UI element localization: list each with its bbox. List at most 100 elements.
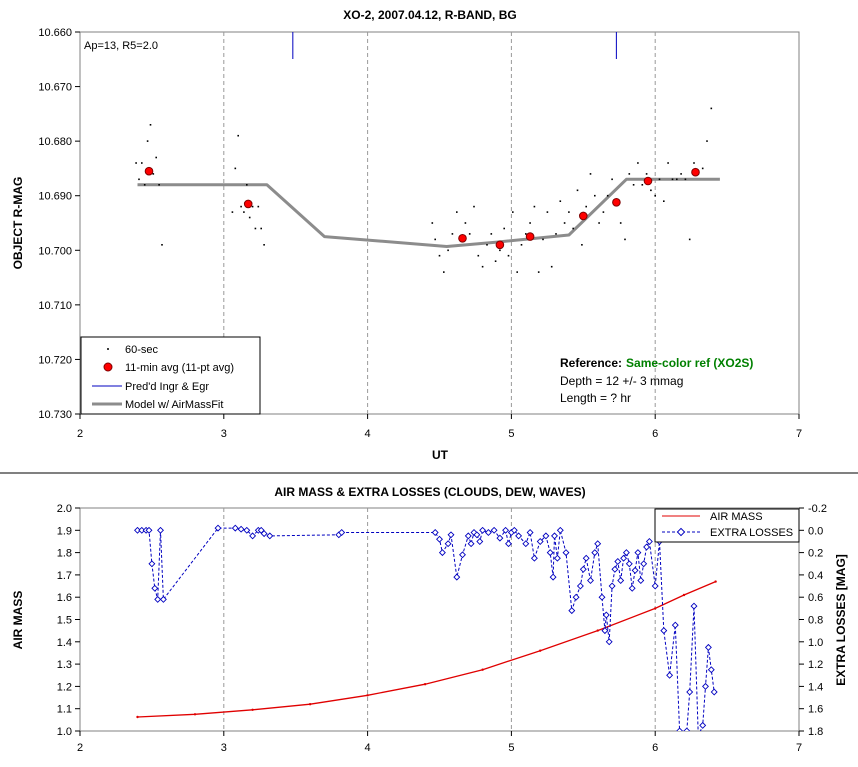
legend-label-extra-losses: EXTRA LOSSES [710, 527, 793, 539]
legend-label-average: 11-min avg (11-pt avg) [125, 362, 234, 374]
air-mass-point [539, 649, 542, 652]
raw-point [141, 162, 143, 164]
raw-point [263, 244, 265, 246]
extra-losses-point [496, 534, 504, 542]
raw-point [568, 211, 570, 213]
magnitude-x-ticks: 2 3 4 5 6 7 [77, 414, 802, 440]
raw-point [559, 200, 562, 202]
extra-losses-point [605, 638, 613, 646]
raw-point [431, 222, 434, 224]
air-mass-point [714, 580, 717, 583]
raw-point [546, 211, 549, 213]
legend-swatch-average [103, 362, 113, 372]
raw-point [701, 167, 704, 170]
extra-losses-point [660, 627, 668, 635]
raw-point [254, 227, 257, 230]
reference-value: Same-color ref (XO2S) [626, 356, 753, 370]
extra-losses-y-tick-label: 1.4 [808, 681, 823, 693]
raw-point [443, 271, 445, 273]
raw-point [237, 134, 239, 137]
extra-losses-point [154, 595, 162, 603]
extra-losses-point [699, 721, 707, 729]
extra-losses-point [568, 607, 576, 615]
air-mass-y-tick-label: 1.5 [57, 615, 72, 627]
model-line-series [137, 177, 720, 248]
extra-losses-point [553, 554, 561, 562]
magnitude-legend-box [80, 336, 261, 415]
raw-point [499, 249, 501, 252]
extra-losses-point [510, 526, 518, 534]
extra-losses-point [459, 551, 466, 559]
average-point [579, 211, 588, 221]
air-mass-point [251, 708, 254, 711]
raw-point [516, 271, 518, 273]
average-point [643, 176, 653, 186]
extra-losses-y-tick-label: -0.2 [808, 503, 827, 515]
magnitude-y-tick-label: 10.690 [38, 191, 72, 203]
air-mass-plot-area [79, 507, 800, 732]
extra-losses-point [611, 565, 619, 573]
extra-losses-y-tick-label: 1.2 [808, 659, 823, 671]
extra-losses-point [643, 543, 651, 551]
air-mass-y-tick-label: 1.8 [57, 548, 72, 560]
raw-point [481, 265, 484, 268]
raw-point [581, 244, 583, 246]
air-mass-y-tick-label: 1.6 [57, 592, 72, 604]
raw-point [246, 184, 248, 186]
average-point [144, 166, 154, 176]
air-mass-line [137, 581, 716, 718]
extra-losses-point [151, 584, 159, 592]
raw-point [525, 233, 527, 235]
extra-losses-y-tick-label: 1.8 [808, 726, 823, 738]
extra-losses-point [594, 540, 602, 548]
legend-swatch-raw [107, 348, 109, 350]
raw-point [572, 227, 574, 230]
raw-point [658, 178, 661, 181]
extra-losses-point [515, 532, 523, 540]
extra-losses-point [686, 688, 694, 696]
extra-losses-y-tick-label: 0.6 [808, 592, 823, 604]
extra-losses-point [614, 558, 622, 565]
magnitude-x-tick-label: 5 [508, 428, 514, 440]
air-mass-series [136, 580, 717, 719]
extra-losses-point [622, 549, 630, 557]
extra-losses-y-tick-label: 1.0 [808, 637, 823, 649]
extra-losses-point [145, 526, 153, 534]
raw-points-series [135, 107, 713, 273]
magnitude-x-tick-label: 6 [652, 428, 658, 440]
air-mass-y-axis-title: AIR MASS [11, 591, 25, 650]
raw-point [158, 184, 160, 186]
raw-point [257, 205, 260, 208]
raw-point [451, 233, 454, 235]
raw-point [650, 189, 652, 192]
air-mass-point [596, 629, 599, 632]
raw-point [248, 216, 251, 219]
air-mass-x-tick-label: 4 [365, 742, 371, 754]
raw-point [447, 249, 449, 252]
air-mass-series-area [134, 524, 718, 731]
raw-point [589, 173, 592, 175]
raw-point [576, 189, 579, 192]
model-line [137, 177, 720, 248]
raw-point [260, 227, 262, 230]
length-note: Length = ? hr [560, 391, 631, 405]
raw-point [602, 211, 605, 213]
raw-point [473, 205, 475, 208]
raw-point [663, 200, 665, 202]
raw-point [529, 222, 531, 224]
magnitude-y-ticks: 10.660 10.670 10.680 10.690 10.700 10.710 10.7… [38, 27, 80, 421]
extra-losses-point [438, 549, 446, 557]
raw-point [563, 222, 566, 224]
average-point [458, 234, 467, 243]
magnitude-x-tick-label: 3 [221, 428, 227, 440]
raw-point [684, 178, 687, 181]
magnitude-legend: 60-sec 11-min avg (11-pt avg) Pred'd Ing… [80, 336, 261, 415]
raw-point [555, 233, 557, 235]
air-mass-point [366, 694, 369, 697]
extra-losses-y-tick-label: 0.2 [808, 548, 823, 560]
average-point [495, 240, 505, 250]
extra-losses-point [598, 593, 606, 601]
extra-losses-point [617, 577, 625, 584]
extra-losses-y-axis-title: EXTRA LOSSES [MAG] [834, 554, 848, 686]
raw-point [693, 162, 695, 164]
